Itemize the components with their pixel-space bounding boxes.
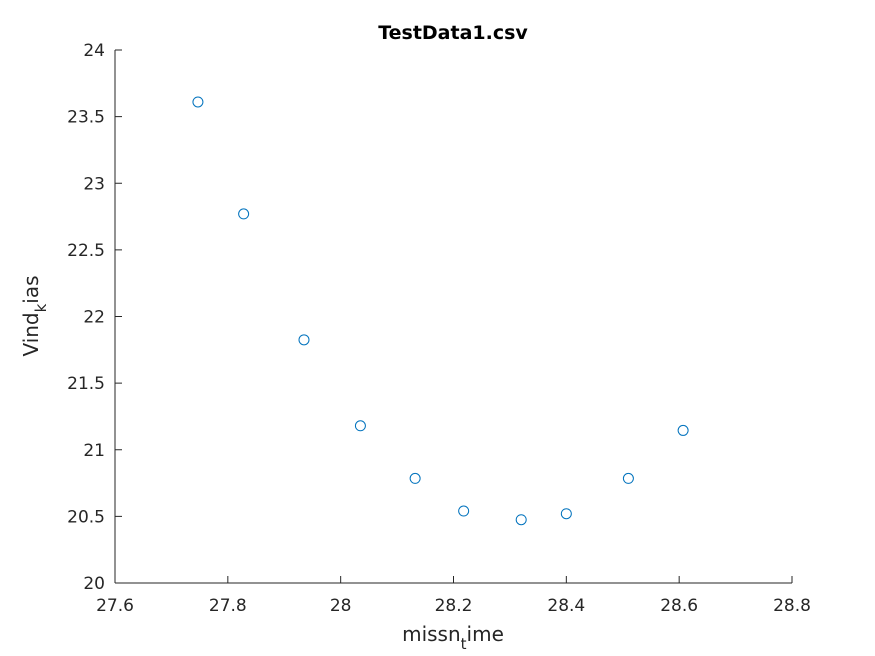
x-tick-label: 28.2 [435,596,473,616]
y-tick-label: 22.5 [67,241,105,261]
data-point [409,472,421,484]
data-point [560,508,572,520]
y-axis-label: Vindkias [19,275,50,356]
data-points [192,96,689,526]
data-point [622,472,634,484]
data-point [238,208,250,220]
y-tick-label: 22 [83,308,105,328]
chart-title: TestData1.csv [378,22,528,44]
y-tick-label: 24 [83,41,105,61]
x-tick-label: 28.6 [660,596,698,616]
x-axis-label-rest: ime [467,622,504,646]
data-point [192,96,204,108]
x-tick-label: 28 [330,596,352,616]
y-ticks: 20 20.5 21 21.5 22 22.5 23 23.5 24 [67,41,122,594]
y-axis-label-sub: k [32,303,50,312]
y-tick-label: 21.5 [67,374,105,394]
y-axis-label-rest: ias [19,275,43,303]
y-tick-label: 23.5 [67,108,105,128]
x-axis-label: missntime [402,622,504,653]
y-tick-label: 20 [83,574,105,594]
data-point [458,505,470,517]
x-tick-label: 27.6 [96,596,134,616]
y-tick-label: 23 [83,174,105,194]
x-tick-label: 27.8 [209,596,247,616]
axes [114,50,792,584]
y-tick-label: 21 [83,441,105,461]
y-tick-label: 20.5 [67,507,105,527]
data-point [677,424,689,436]
x-tick-label: 28.8 [773,596,811,616]
x-ticks: 27.6 27.8 28 28.2 28.4 28.6 28.8 [96,576,811,616]
x-axis-label-sub: t [461,635,467,653]
data-point [354,420,366,432]
x-tick-label: 28.4 [547,596,585,616]
x-axis-label-main: missn [402,622,461,646]
data-point [515,514,527,526]
y-axis-label-main: Vind [19,312,43,356]
data-point [298,334,310,346]
